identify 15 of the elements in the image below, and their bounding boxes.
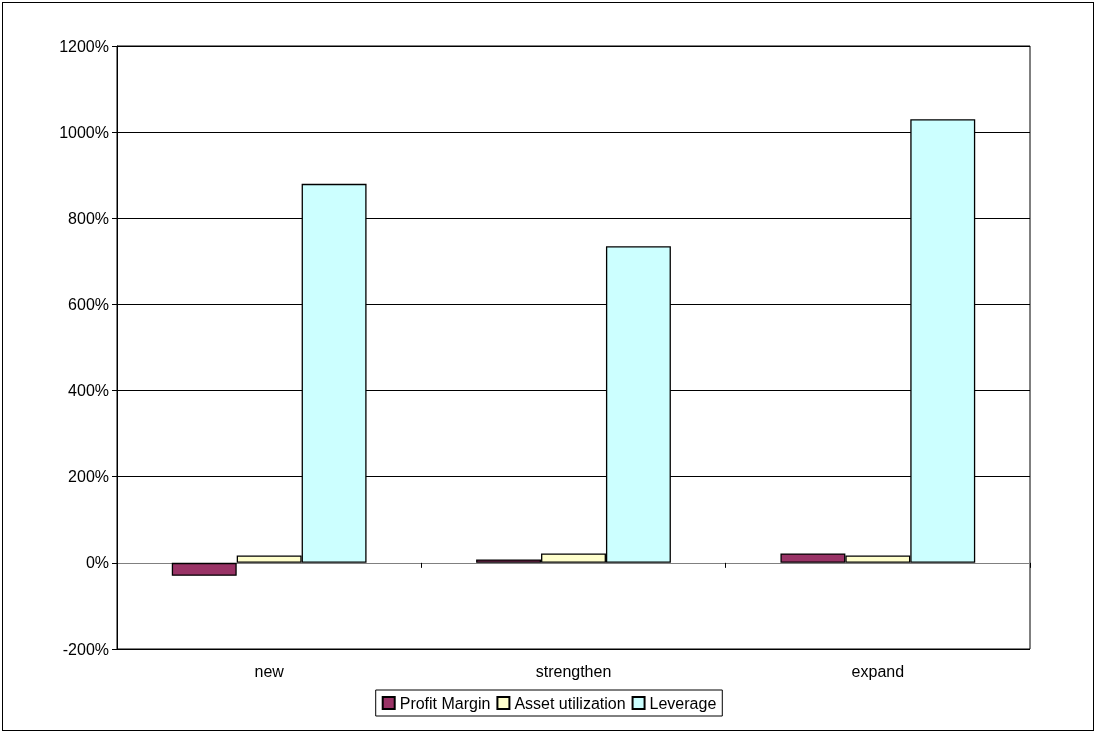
legend-label: Leverage bbox=[649, 694, 717, 712]
bar bbox=[171, 562, 237, 576]
y-tick-label: 600% bbox=[68, 295, 109, 313]
y-tick-label: 200% bbox=[68, 468, 109, 486]
y-tick-label: 1200% bbox=[59, 37, 109, 55]
legend-label: Asset utilization bbox=[514, 694, 626, 712]
y-tick-label: 400% bbox=[68, 382, 109, 400]
x-tick-label: new bbox=[254, 662, 285, 680]
x-tick-label: expand bbox=[851, 662, 905, 680]
y-tick-label: 0% bbox=[85, 554, 109, 572]
x-tick-label: strengthen bbox=[535, 662, 612, 680]
y-tick-label: 800% bbox=[68, 209, 109, 227]
y-tick-label: 1000% bbox=[59, 123, 109, 141]
legend-label: Profit Margin bbox=[399, 694, 491, 712]
y-tick-label: -200% bbox=[62, 640, 109, 658]
